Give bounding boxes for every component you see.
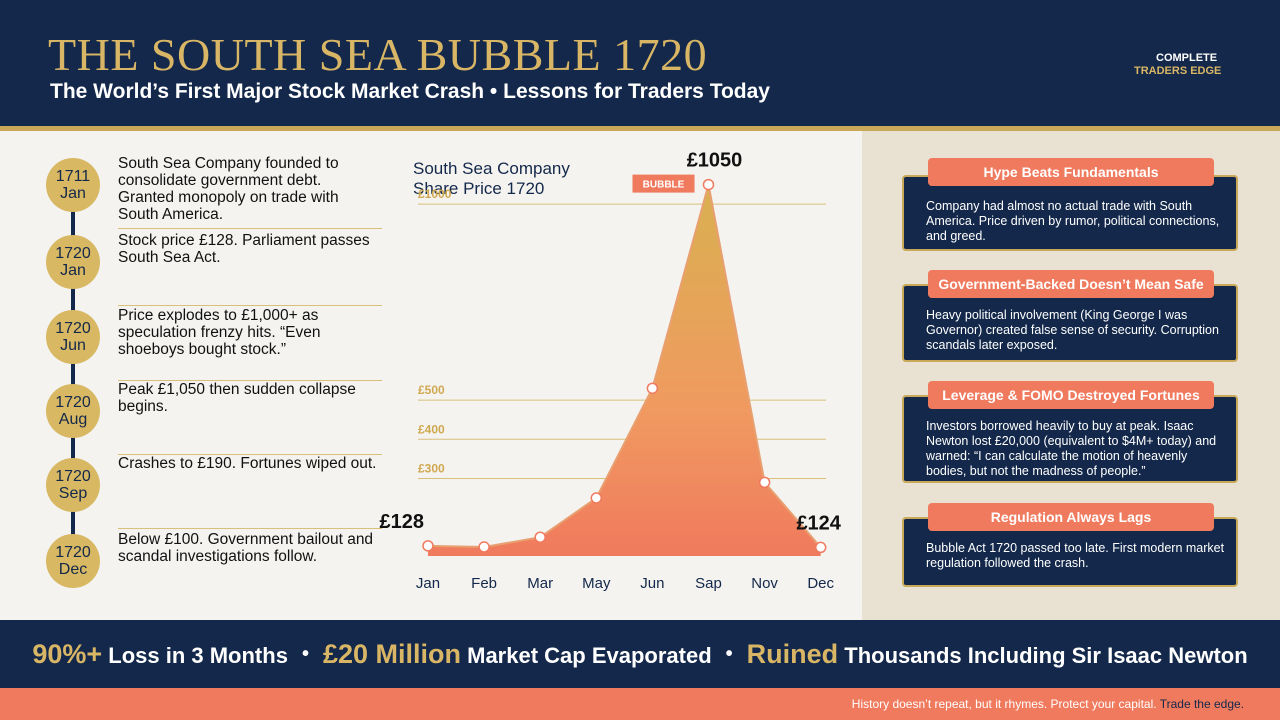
- chart-title: Share Price 1720: [413, 179, 544, 198]
- y-tick-label: £300: [418, 461, 445, 475]
- y-tick-label: £400: [418, 422, 445, 436]
- timeline-text: Stock price £128. Parliament passes Sout…: [118, 232, 370, 266]
- separator: [118, 528, 382, 529]
- annotation-bg: [632, 174, 695, 193]
- lesson-title: Leverage & FOMO Destroyed Fortunes: [928, 381, 1214, 409]
- value-label: £128: [380, 511, 425, 533]
- point: [534, 531, 546, 543]
- point: [646, 382, 659, 395]
- annotation: BUBBLE: [643, 180, 685, 191]
- value-label: £1050: [687, 150, 743, 172]
- timeline-text: Price explodes to £1,000+ as speculation…: [118, 307, 321, 358]
- x-tick-label: Feb: [471, 575, 497, 592]
- timeline-date: 1720 Aug: [46, 384, 100, 438]
- x-tick-label: Mar: [527, 575, 553, 592]
- lesson-title: Government-Backed Doesn’t Mean Safe: [928, 270, 1214, 298]
- header: [0, 0, 1280, 131]
- title: THE SOUTH SEA BUBBLE 1720: [48, 29, 708, 80]
- year: 1720: [55, 544, 91, 561]
- year: 1720: [55, 394, 91, 411]
- lesson-card: Company had almost no actual trade with …: [902, 175, 1238, 251]
- point: [758, 476, 771, 489]
- year: 1720: [55, 468, 91, 485]
- stat-text: Market Cap Evaporated: [467, 642, 712, 668]
- logo-text: COMPLETE: [1156, 52, 1218, 64]
- point: [702, 178, 715, 191]
- year: 1720: [55, 320, 91, 337]
- timeline-text: Crashes to £190. Fortunes wiped out.: [118, 455, 377, 472]
- timeline-text: South Sea Company founded to consolidate…: [118, 155, 339, 223]
- y-tick-label: £500: [418, 383, 445, 397]
- y-tick-label: £1000: [418, 187, 452, 201]
- stat-figure: Ruined: [746, 638, 839, 669]
- month: Jun: [60, 337, 86, 354]
- separator: [118, 380, 382, 381]
- timeline-date: 1711 Jan: [46, 158, 100, 212]
- point: [478, 541, 490, 553]
- area: [428, 184, 821, 556]
- logo-text: TRADERS EDGE: [1134, 65, 1222, 77]
- footer-text: History doesn’t repeat, but it rhymes. P…: [851, 697, 1157, 711]
- separator: [118, 305, 382, 306]
- bullet: •: [725, 642, 733, 665]
- point: [814, 541, 827, 554]
- timeline-line: [71, 185, 75, 561]
- x-tick-label: Sap: [695, 575, 722, 592]
- point: [422, 540, 434, 552]
- stat: 90%+ Loss in 3 Months: [32, 639, 288, 670]
- separator: [118, 228, 382, 229]
- stat-text: Loss in 3 Months: [108, 642, 288, 668]
- lesson-title: Hype Beats Fundamentals: [928, 158, 1214, 186]
- stat-text: Thousands Including Sir Isaac Newton: [844, 642, 1248, 668]
- x-tick-label: Dec: [807, 575, 834, 592]
- chart-title: South Sea Company: [413, 159, 570, 178]
- year: 1711: [55, 168, 91, 185]
- line: [427, 184, 822, 549]
- footer-highlight: Trade the edge.: [1159, 697, 1244, 711]
- x-tick-label: Jun: [640, 575, 664, 592]
- month: Dec: [58, 561, 88, 578]
- stats-band: 90%+ Loss in 3 Months • £20 Million Market…: [0, 620, 1280, 688]
- separator: [118, 454, 382, 455]
- month: Jan: [60, 262, 86, 279]
- stat: Ruined Thousands Including Sir Isaac New…: [747, 639, 1248, 670]
- timeline-date: 1720 Sep: [46, 458, 100, 512]
- timeline-date: 1720 Jun: [46, 310, 100, 364]
- timeline-text: Peak £1,050 then sudden collapse begins.: [118, 381, 356, 415]
- stat-figure: 90%+: [32, 638, 103, 669]
- bullet: •: [301, 642, 309, 665]
- value-label: £124: [796, 512, 841, 534]
- timeline-date: 1720 Dec: [46, 534, 100, 588]
- x-tick-label: Jan: [416, 575, 440, 592]
- month: Aug: [58, 411, 88, 428]
- lesson-card: Investors borrowed heavily to buy at pea…: [902, 395, 1238, 483]
- month: Jan: [60, 185, 86, 202]
- footer: History doesn’t repeat, but it rhymes. P…: [0, 688, 1280, 720]
- timeline-date: 1720 Jan: [46, 235, 100, 289]
- point: [590, 492, 603, 504]
- lesson-title: Regulation Always Lags: [928, 503, 1214, 531]
- month: Sep: [58, 485, 88, 502]
- timeline-text: Below £100. Government bailout and scand…: [118, 531, 374, 565]
- stat-figure: £20 Million: [322, 638, 461, 669]
- x-tick-label: May: [582, 575, 611, 592]
- x-tick-label: Nov: [751, 575, 778, 592]
- year: 1720: [55, 245, 91, 262]
- stat: £20 Million Market Cap Evaporated: [323, 639, 712, 670]
- subtitle: The World’s First Major Stock Market Cra…: [50, 80, 770, 103]
